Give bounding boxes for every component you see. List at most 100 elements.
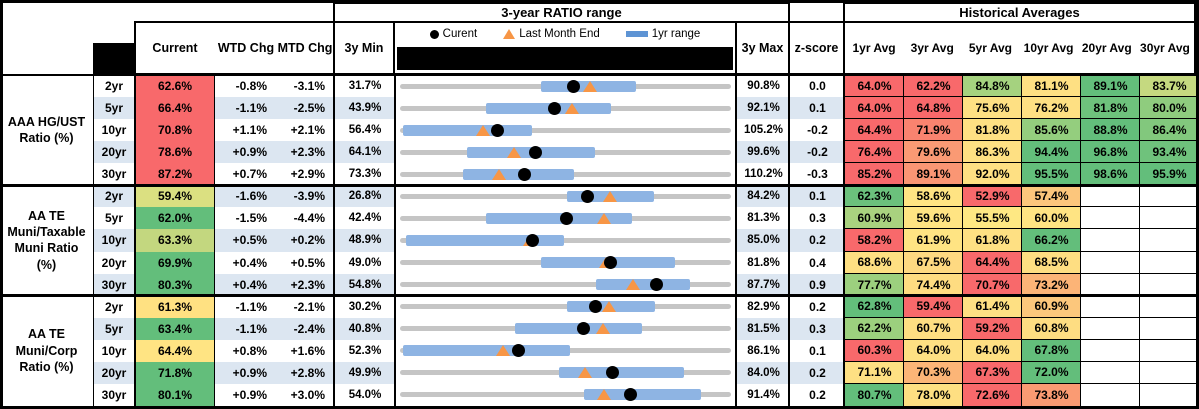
tenor-cell: 5yr: [93, 207, 135, 230]
grid-line: [93, 74, 94, 406]
avg-cell: 73.8%: [1022, 383, 1081, 406]
range-track: [400, 127, 731, 133]
avg-col-header-1yr: 1yr Avg: [852, 41, 896, 55]
last-month-end-marker: [597, 389, 612, 401]
tenor-cell: 5yr: [93, 317, 135, 340]
avg-cell: [1081, 339, 1140, 362]
avg-cell: 83.7%: [1140, 75, 1199, 98]
avg-cell: 61.8%: [963, 229, 1022, 252]
avg-cell: 84.8%: [963, 75, 1022, 98]
current-cell: 87.2%: [135, 163, 215, 186]
zscore-cell: 0.9: [790, 273, 845, 296]
max-3y-cell: 86.1%: [737, 339, 790, 362]
avg-col-header-3yr: 3yr Avg: [910, 41, 954, 55]
grid-line: [1080, 74, 1081, 406]
avg-cell: 62.2%: [845, 317, 904, 340]
current-dot-icon: [429, 29, 439, 39]
avg-cell: 62.3%: [845, 185, 904, 208]
avg-cell: 89.1%: [1081, 75, 1140, 98]
current-marker: [491, 123, 505, 137]
range-bar-1yr: [485, 212, 633, 224]
tenor-cell: 30yr: [93, 383, 135, 406]
tenor-cell: 20yr: [93, 361, 135, 384]
wtd-chg-cell: +1.1%: [215, 119, 277, 142]
current-marker: [588, 300, 602, 314]
current-marker: [624, 388, 638, 402]
tenor-header-cell: [93, 43, 134, 75]
max-3y-cell: 105.2%: [737, 119, 790, 142]
avg-cell: 86.3%: [963, 141, 1022, 164]
avg-cell: 94.4%: [1022, 141, 1081, 164]
grid-line: [788, 74, 790, 406]
avg-cell: 61.4%: [963, 295, 1022, 318]
avg-cell: [1140, 229, 1199, 252]
avg-cell: [1081, 251, 1140, 274]
current-cell: 63.3%: [135, 229, 215, 252]
max-3y-cell: 81.8%: [737, 251, 790, 274]
range-bar-1yr: [402, 124, 532, 136]
avg-cell: 58.2%: [845, 229, 904, 252]
avg-cell: [1081, 361, 1140, 384]
current-cell: 62.0%: [135, 207, 215, 230]
tenor-cell: 10yr: [93, 339, 135, 362]
min-3y-cell: 54.0%: [335, 383, 395, 406]
range-bar-1yr: [584, 389, 701, 401]
avg-cell: 59.2%: [963, 317, 1022, 340]
avg-cell: [1140, 207, 1199, 230]
avg-cell: 64.8%: [904, 97, 963, 120]
min-3y-cell: 49.0%: [335, 251, 395, 274]
max-3y-cell: 84.0%: [737, 361, 790, 384]
max-3y-cell: 81.3%: [737, 207, 790, 230]
zscore-cell: 0.1: [790, 185, 845, 208]
current-cell: 61.3%: [135, 295, 215, 318]
historical-averages-title: Historical Averages: [959, 5, 1080, 20]
avg-cell: 86.4%: [1140, 119, 1199, 142]
zscore-cell: -0.3: [790, 163, 845, 186]
current-cell: 71.8%: [135, 361, 215, 384]
avg-cell: 60.7%: [904, 317, 963, 340]
table-border-left: [0, 0, 3, 409]
min-3y-cell: 56.4%: [335, 119, 395, 142]
legend-last-month-label: Last Month End: [519, 28, 600, 40]
current-cell: 70.8%: [135, 119, 215, 142]
avg-cell: 57.4%: [1022, 185, 1081, 208]
mtd-chg-cell: -2.1%: [277, 295, 335, 318]
last-month-end-marker: [597, 212, 612, 224]
zscore-cell: 0.3: [790, 207, 845, 230]
mtd-chg-cell: -4.4%: [277, 207, 335, 230]
current-marker: [548, 101, 561, 115]
range-chart-cell: [396, 163, 735, 186]
tenor-cell: 20yr: [93, 141, 135, 164]
range-chart-cell: [396, 361, 735, 384]
mtd-chg-cell: -3.9%: [277, 185, 335, 208]
grid-line: [1021, 74, 1022, 406]
max-3y-cell: 110.2%: [737, 163, 790, 186]
tenor-cell: 2yr: [93, 185, 135, 208]
avg-columns-header-box: 1yr Avg 3yr Avg 5yr Avg 10yr Avg 20yr Av…: [843, 21, 1196, 75]
mtd-chg-cell: +2.8%: [277, 361, 335, 384]
wtd-chg-cell: -1.1%: [215, 317, 277, 340]
tenor-cell: 2yr: [93, 75, 135, 98]
zscore-cell: 0.0: [790, 75, 845, 98]
avg-cell: 62.2%: [904, 75, 963, 98]
avg-cell: 68.6%: [845, 251, 904, 274]
range-chart-cell: [396, 383, 735, 406]
max-3y-cell: 99.6%: [737, 141, 790, 164]
current-cell: 78.6%: [135, 141, 215, 164]
zscore-cell: -0.2: [790, 141, 845, 164]
avg-cell: [1140, 383, 1199, 406]
max-3y-cell: 91.4%: [737, 383, 790, 406]
max-3y-header-box: 3y Max: [735, 21, 790, 75]
range-bar-1yr: [596, 279, 690, 291]
zscore-cell: 0.4: [790, 251, 845, 274]
min-3y-cell: 26.8%: [335, 185, 395, 208]
grid-line: [1139, 74, 1140, 406]
avg-cell: 81.8%: [963, 119, 1022, 142]
mtd-chg-cell: -3.1%: [277, 75, 335, 98]
avg-cell: 76.2%: [1022, 97, 1081, 120]
avg-cell: [1081, 317, 1140, 340]
min-3y-cell: 64.1%: [335, 141, 395, 164]
mtd-chg-cell: +1.6%: [277, 339, 335, 362]
wtd-chg-cell: +0.5%: [215, 229, 277, 252]
range-chart-cell: [396, 273, 735, 296]
